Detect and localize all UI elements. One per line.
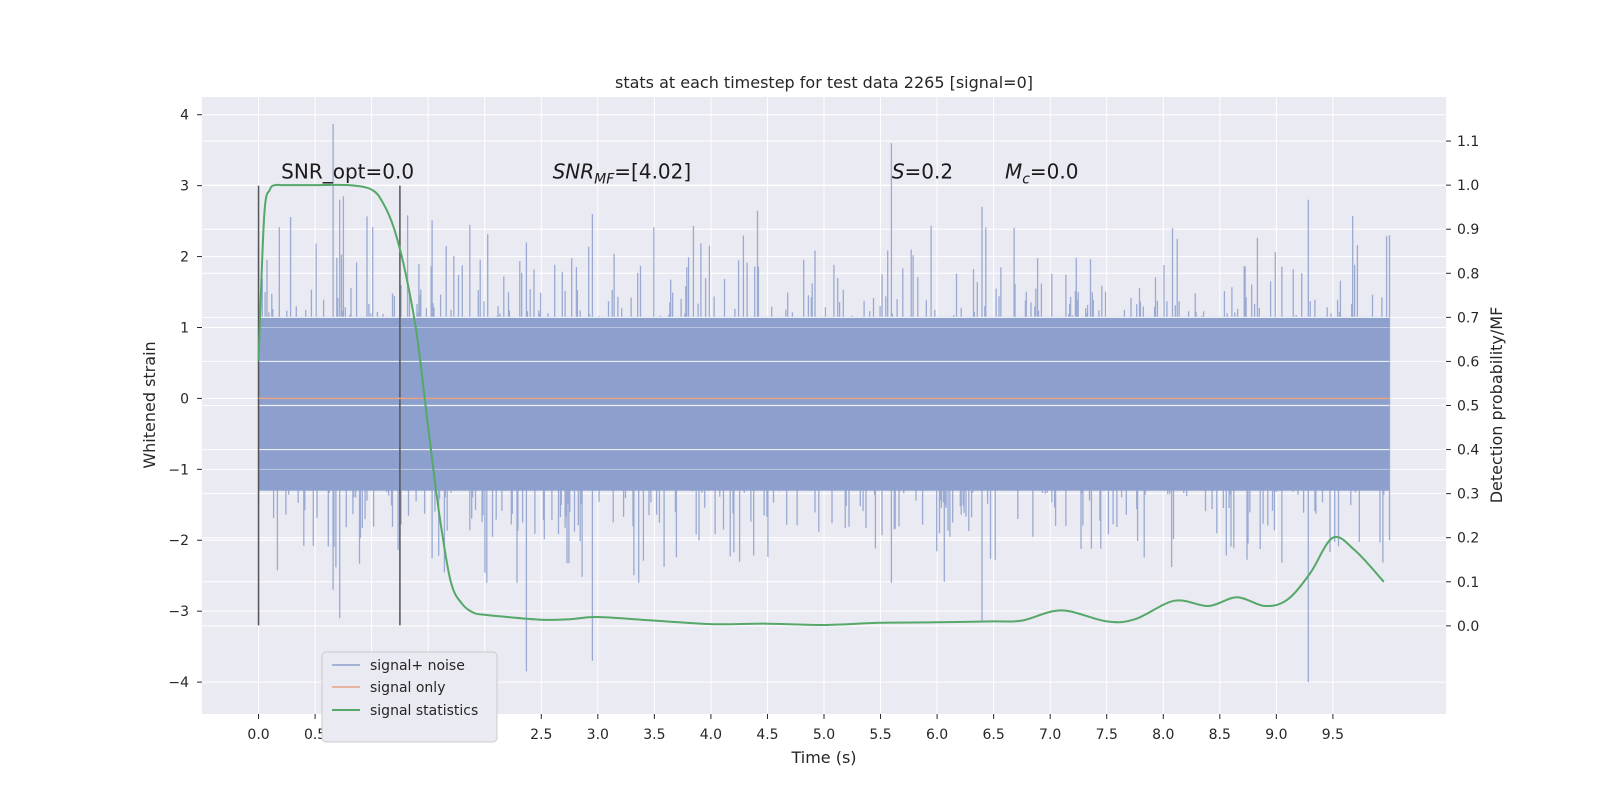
annotations: SNR_opt=0.0 SNRMF=[4.02] S=0.2 Mc=0.0 xyxy=(281,160,1078,188)
y-right-tick-label: 1.1 xyxy=(1457,134,1479,150)
annotation-3: Mc=0.0 xyxy=(1005,160,1079,188)
y-right-tick-label: 0.4 xyxy=(1457,443,1479,459)
vertical-markers xyxy=(257,185,401,626)
x-tick-label: 8.5 xyxy=(1209,727,1231,743)
series-signal-noise xyxy=(257,123,1391,683)
legend-label-signal-statistics: signal statistics xyxy=(370,703,478,719)
y-right-tick-label: 0.5 xyxy=(1457,399,1479,415)
y-left-tick-label: −1 xyxy=(168,462,189,478)
y-left-tick-label: 3 xyxy=(180,179,189,195)
x-tick-label: 5.5 xyxy=(869,727,891,743)
x-tick-label: 7.0 xyxy=(1039,727,1061,743)
y-right-tick-label: 0.8 xyxy=(1457,266,1479,282)
y-left-tick-label: −4 xyxy=(168,675,189,691)
y-right-tick-label: 0.7 xyxy=(1457,310,1479,326)
y-left-tick-label: 1 xyxy=(180,320,189,336)
x-tick-label: 6.5 xyxy=(983,727,1005,743)
x-tick-label: 3.5 xyxy=(643,727,665,743)
x-tick-label: 4.0 xyxy=(700,727,722,743)
x-tick-label: 6.0 xyxy=(926,727,948,743)
y-right-tick-label: 0.3 xyxy=(1457,487,1479,503)
y-right-tick-label: 0.1 xyxy=(1457,575,1479,591)
legend: signal+ noise signal only signal statist… xyxy=(321,651,498,743)
legend-label-signal-only: signal only xyxy=(370,680,445,696)
y-right-tick-label: 0.2 xyxy=(1457,531,1479,547)
y-right-tick-label: 0.0 xyxy=(1457,619,1479,635)
y-right-tick-label: 1.0 xyxy=(1457,178,1479,194)
x-tick-label: 8.0 xyxy=(1152,727,1174,743)
annotation-1: SNRMF=[4.02] xyxy=(553,160,692,188)
y-right-tick-label: 0.9 xyxy=(1457,222,1479,238)
y-left-tick-label: 2 xyxy=(180,250,189,266)
y-axis-right-label: Detection probability/MF xyxy=(1487,307,1506,504)
y-left-tick-label: 4 xyxy=(180,108,189,124)
y-left-tick-label: −2 xyxy=(168,533,189,549)
y-axis-left-label: Whitened strain xyxy=(140,341,159,468)
x-tick-label: 7.5 xyxy=(1096,727,1118,743)
y-axis-left: 4 3 2 1 0 −1 −2 −3 −4 xyxy=(168,108,202,691)
annotation-0: SNR_opt=0.0 xyxy=(281,160,414,184)
x-tick-label: 4.5 xyxy=(756,727,778,743)
x-tick-label: 2.5 xyxy=(530,727,552,743)
signal-statistics-line xyxy=(257,183,1385,627)
x-tick-label: 3.0 xyxy=(587,727,609,743)
x-tick-label: 9.5 xyxy=(1322,727,1344,743)
x-tick-label: 5.0 xyxy=(813,727,835,743)
legend-label-signal-noise: signal+ noise xyxy=(370,658,465,674)
y-axis-right: 1.1 1.0 0.9 0.8 0.7 0.6 0.5 0.4 0.3 0.2 0.1 0.0 xyxy=(1446,134,1479,635)
x-tick-label: 9.0 xyxy=(1265,727,1287,743)
y-right-tick-label: 0.6 xyxy=(1457,354,1479,370)
x-tick-label: 0.5 xyxy=(304,727,326,743)
chart-title: stats at each timestep for test data 226… xyxy=(615,73,1033,92)
legend-box xyxy=(321,651,498,743)
series-signal-statistics xyxy=(257,183,1385,627)
y-left-tick-label: −3 xyxy=(168,604,189,620)
x-axis-label: Time (s) xyxy=(790,748,856,767)
annotation-2: S=0.2 xyxy=(892,160,953,184)
noise-core xyxy=(258,316,1390,491)
x-tick-label: 0.0 xyxy=(247,727,269,743)
y-left-tick-label: 0 xyxy=(180,391,189,407)
